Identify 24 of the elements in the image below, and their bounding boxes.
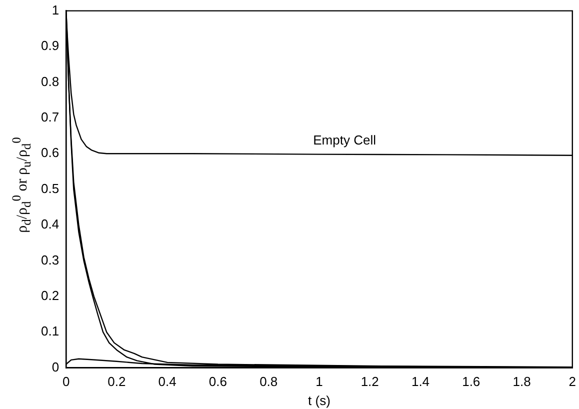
x-tick-label: 1.6 xyxy=(462,374,480,390)
y-tick-label: 0.6 xyxy=(40,145,60,160)
y-tick-label: 0 xyxy=(52,359,60,374)
x-tick-label: 1.2 xyxy=(360,374,379,390)
y-tick-label: 0.8 xyxy=(40,74,60,89)
y-tick-label: 0.2 xyxy=(40,288,60,303)
y-tick-label: 1 xyxy=(52,2,60,18)
x-tick-label: 1.8 xyxy=(512,374,531,390)
x-tick-label: 0 xyxy=(62,374,70,390)
x-tick-label: 1.4 xyxy=(411,374,430,390)
x-tick-label: 2 xyxy=(568,374,576,390)
y-tick-label: 0.9 xyxy=(40,38,60,54)
x-axis-title: t (s) xyxy=(308,392,330,408)
x-tick-label: 1 xyxy=(316,374,323,390)
x-tick-label: 0.2 xyxy=(108,374,126,390)
y-tick-label: 0.5 xyxy=(40,180,60,196)
x-tick-label: 0.6 xyxy=(208,374,228,390)
x-tick-label: 0.8 xyxy=(260,374,278,390)
y-tick-label: 0.1 xyxy=(40,324,60,339)
annotation: Empty Cell xyxy=(313,132,376,148)
y-tick-label: 0.3 xyxy=(40,252,60,268)
y-tick-label: 0.4 xyxy=(40,216,60,232)
y-tick-label: 0.7 xyxy=(40,109,60,124)
x-tick-label: 0.4 xyxy=(158,374,176,390)
